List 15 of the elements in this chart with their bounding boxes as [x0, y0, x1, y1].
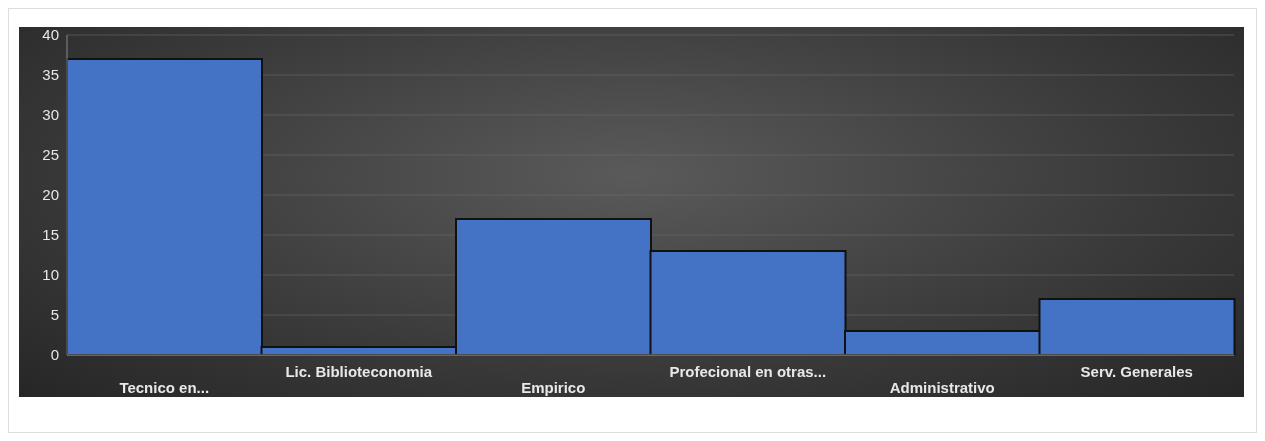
x-tick-label: Lic. Biblioteconomia: [285, 363, 433, 380]
y-tick-label: 35: [42, 66, 59, 84]
y-tick-label: 20: [42, 186, 59, 204]
y-tick-label: 10: [42, 266, 59, 284]
y-tick-label: 40: [42, 26, 59, 44]
x-tick-label: Tecnico en...: [119, 379, 210, 396]
x-tick-label: Administrativo: [889, 379, 995, 396]
y-tick-label: 15: [42, 226, 59, 244]
x-tick-label: Profecional en otras...: [669, 363, 827, 380]
y-tick-label: 25: [42, 146, 59, 164]
x-tick-label: Serv. Generales: [1080, 363, 1193, 380]
y-tick-label: 5: [50, 306, 59, 324]
y-tick-label: 30: [42, 106, 59, 124]
x-tick-label: Empirico: [521, 379, 586, 396]
y-tick-label: 0: [50, 346, 59, 364]
